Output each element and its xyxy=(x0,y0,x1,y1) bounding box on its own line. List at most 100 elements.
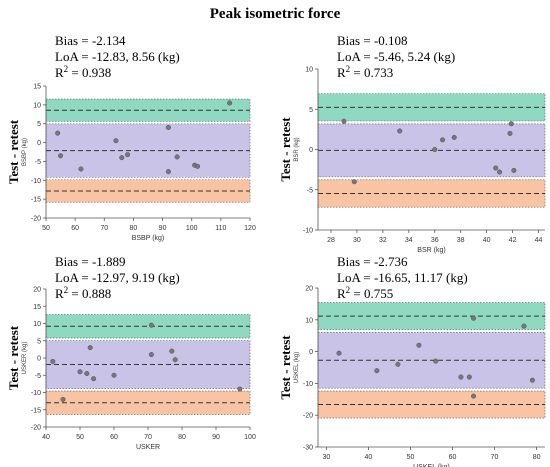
side-label: Test - retest xyxy=(278,117,293,182)
y-tick-label: 15 xyxy=(33,304,41,311)
data-point xyxy=(432,146,438,152)
data-point xyxy=(174,154,180,160)
y-tick-label: -10 xyxy=(303,228,313,235)
x-tick-label: 36 xyxy=(431,237,439,244)
lower-loa-band xyxy=(45,390,251,415)
data-point xyxy=(58,153,64,159)
side-label: Test - retest xyxy=(278,335,293,400)
y-tick-label: 5 xyxy=(37,121,41,128)
loa-text: LoA = -16.65, 11.17 (kg) xyxy=(337,270,468,285)
x-tick-label: 50 xyxy=(42,225,50,232)
x-tick-label: 80 xyxy=(130,225,138,232)
x-tick-label: 90 xyxy=(159,225,167,232)
data-point xyxy=(91,376,97,382)
side-label: Test - retest xyxy=(6,325,21,390)
x-axis-label: BSR (kg) xyxy=(417,247,445,254)
x-tick-label: 38 xyxy=(457,237,465,244)
data-point xyxy=(84,371,90,377)
bias-text: Bias = -2.736 xyxy=(337,254,408,269)
bias-band xyxy=(45,340,251,389)
r2-text: R2 = 0.888 xyxy=(55,285,111,301)
data-point xyxy=(397,128,403,134)
x-tick-label: 90 xyxy=(212,434,220,441)
y-tick-label: -30 xyxy=(303,445,313,452)
data-point xyxy=(119,155,125,161)
x-tick-label: 42 xyxy=(509,237,517,244)
side-label: Test - retest xyxy=(6,119,21,184)
x-tick-label: 60 xyxy=(110,434,118,441)
x-tick-label: 40 xyxy=(42,434,50,441)
y-tick-label: -10 xyxy=(31,178,41,185)
y-tick-label: 10 xyxy=(305,67,313,74)
data-point xyxy=(125,152,131,158)
y-tick-label: -15 xyxy=(31,407,41,414)
y-tick-label: -20 xyxy=(303,413,313,420)
data-point xyxy=(172,357,178,363)
data-point xyxy=(508,121,514,127)
upper-loa-band xyxy=(45,98,251,122)
x-tick-label: 70 xyxy=(100,225,108,232)
data-point xyxy=(227,100,233,106)
data-point xyxy=(169,348,175,354)
data-point xyxy=(433,358,439,364)
x-tick-label: 32 xyxy=(379,237,387,244)
data-point xyxy=(87,345,93,351)
data-point xyxy=(511,167,517,173)
x-tick-label: 120 xyxy=(244,225,256,232)
x-axis-label: BSBP (kg) xyxy=(132,235,165,242)
upper-loa-band xyxy=(45,314,251,339)
data-point xyxy=(466,374,472,380)
data-point xyxy=(77,369,83,375)
x-tick-label: 100 xyxy=(244,434,256,441)
y-tick-label: -10 xyxy=(31,390,41,397)
x-tick-label: 60 xyxy=(71,225,79,232)
figure-title: Peak isometric force xyxy=(210,6,341,22)
x-axis-label: USKEL (kg) xyxy=(413,464,450,467)
data-point xyxy=(165,169,171,175)
data-point xyxy=(497,169,503,175)
y-axis-label: USKEL (kg) xyxy=(294,352,300,383)
x-tick-label: 80 xyxy=(533,454,541,461)
data-point xyxy=(529,377,535,383)
x-axis-label: USKER xyxy=(136,444,160,451)
r2-text: R2 = 0.733 xyxy=(337,64,393,80)
x-tick-label: 34 xyxy=(405,237,413,244)
x-tick-label: 40 xyxy=(365,454,373,461)
data-point xyxy=(237,386,243,392)
y-tick-label: 20 xyxy=(33,287,41,294)
loa-text: LoA = -12.83, 8.56 (kg) xyxy=(55,49,180,64)
y-tick-label: 10 xyxy=(33,321,41,328)
y-tick-label: -5 xyxy=(35,373,41,380)
bias-text: Bias = -2.134 xyxy=(55,33,126,48)
lower-loa-band xyxy=(45,179,251,203)
x-tick-label: 30 xyxy=(353,237,361,244)
y-tick-label: 5 xyxy=(37,338,41,345)
data-point xyxy=(521,323,527,329)
y-tick-label: -10 xyxy=(303,381,313,388)
data-point xyxy=(493,165,499,171)
x-tick-label: 30 xyxy=(323,454,331,461)
data-point xyxy=(395,361,401,367)
x-tick-label: 50 xyxy=(76,434,84,441)
data-point xyxy=(471,393,477,399)
y-tick-label: 0 xyxy=(37,140,41,147)
y-tick-label: -15 xyxy=(31,197,41,204)
data-point xyxy=(165,124,171,130)
x-tick-label: 60 xyxy=(449,454,457,461)
y-tick-label: 0 xyxy=(309,147,313,154)
x-tick-label: 70 xyxy=(491,454,499,461)
data-point xyxy=(148,352,154,358)
loa-text: LoA = -12.97, 9.19 (kg) xyxy=(55,270,180,285)
y-tick-label: 15 xyxy=(33,84,41,91)
y-tick-label: -5 xyxy=(35,159,41,166)
data-point xyxy=(451,134,457,140)
r2-text: R2 = 0.938 xyxy=(55,64,111,80)
bias-text: Bias = -0.108 xyxy=(337,33,408,48)
y-tick-label: 0 xyxy=(309,349,313,356)
data-point xyxy=(336,350,342,356)
